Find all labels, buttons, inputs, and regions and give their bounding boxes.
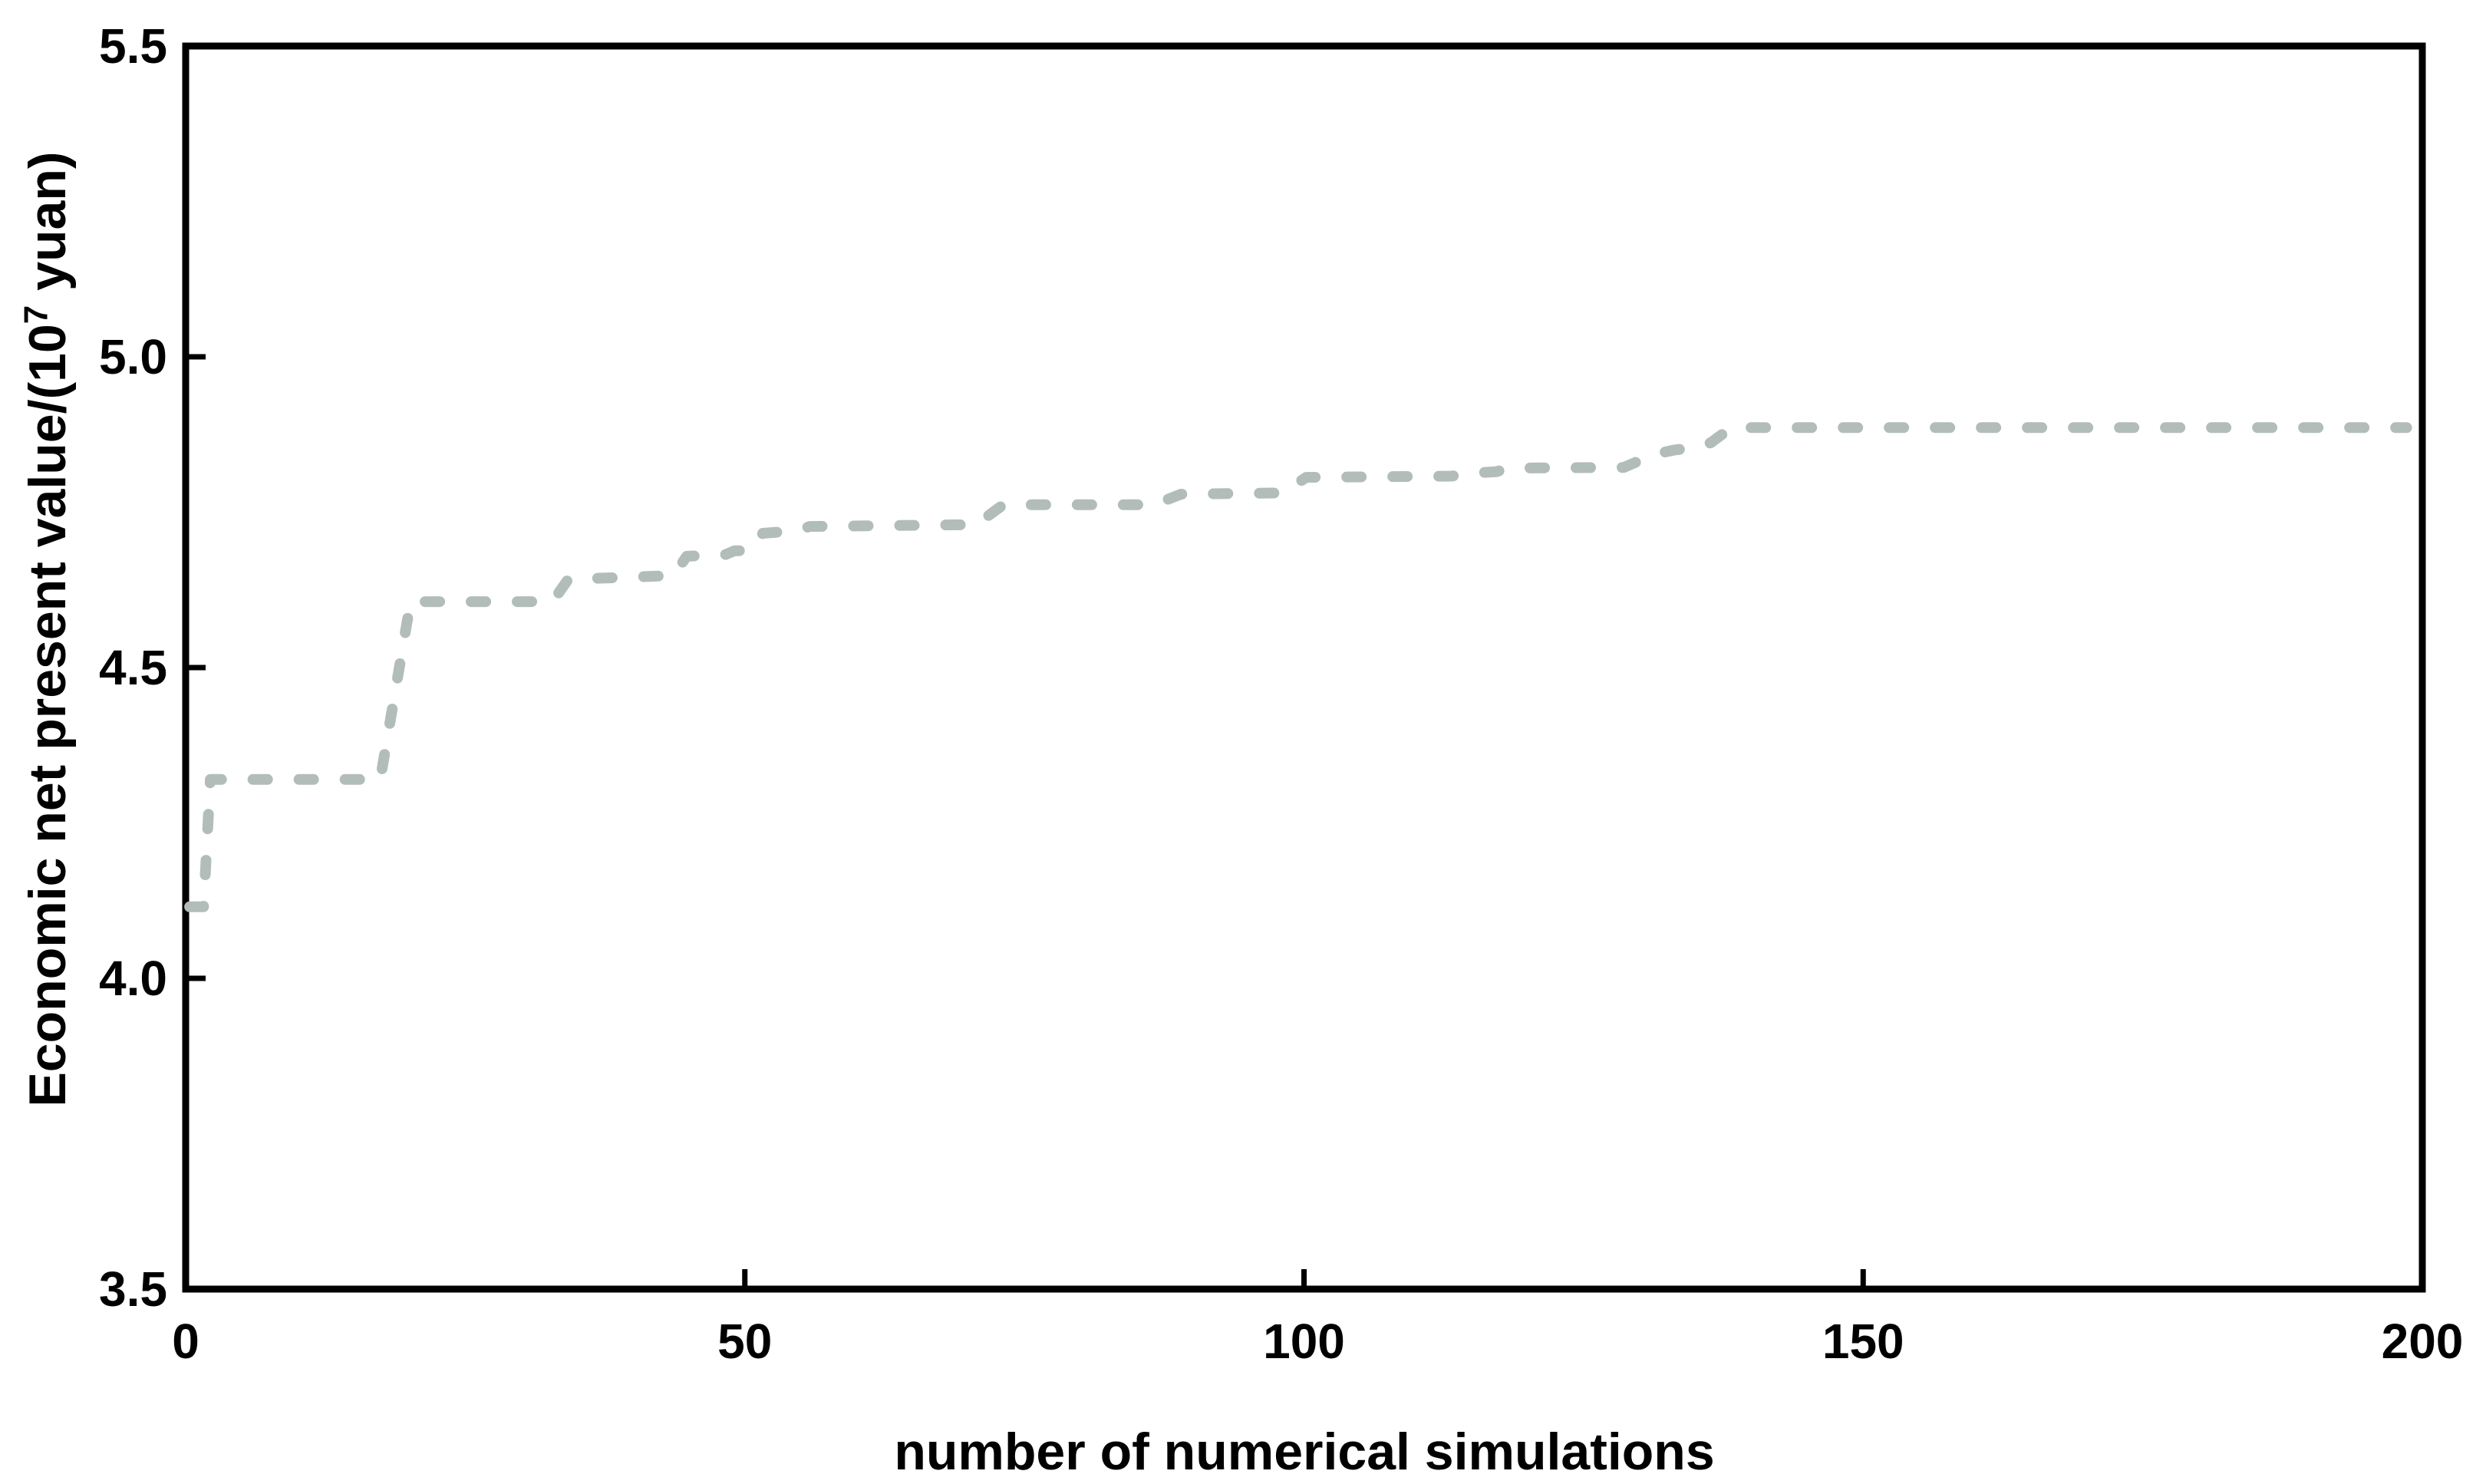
enpv-progress-line	[184, 422, 2412, 912]
x-tick-label: 50	[717, 1314, 773, 1369]
y-axis-title-superscript: 7	[17, 305, 55, 325]
x-tick-label: 100	[1263, 1314, 1345, 1369]
axis-tick-marks	[183, 43, 2425, 1292]
y-tick-label: 4.0	[99, 951, 167, 1006]
x-tick-label: 200	[2381, 1314, 2464, 1369]
x-tick-label: 150	[1822, 1314, 1904, 1369]
y-tick-label: 5.5	[99, 18, 167, 74]
y-axis-title-unit: yuan)	[18, 151, 77, 305]
x-axis-title: number of numerical simulations	[894, 1423, 1715, 1481]
y-tick-label: 4.5	[99, 640, 167, 695]
y-tick-label: 3.5	[99, 1261, 167, 1317]
y-tick-label: 5.0	[99, 329, 167, 384]
plot-frame	[182, 42, 2426, 1293]
y-axis-title-text: Economic net present value/(10	[18, 324, 77, 1107]
x-tick-label: 0	[172, 1314, 199, 1369]
y-axis-title: Economic net present value/(107 yuan)	[12, 54, 83, 1205]
